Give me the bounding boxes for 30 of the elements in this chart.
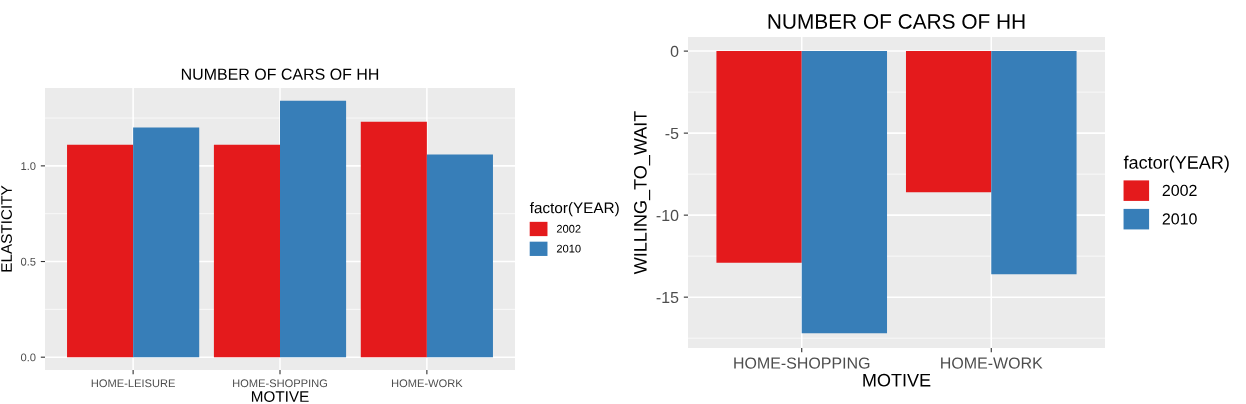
x-tick-label: HOME-WORK — [941, 357, 1043, 369]
y-tick-label: 0.0 — [20, 353, 36, 362]
bar — [280, 100, 347, 358]
y-tick-label: 0.5 — [20, 257, 36, 266]
x-tick-label: HOME-LEISURE — [91, 379, 175, 388]
bar — [67, 144, 134, 358]
bar — [133, 127, 200, 358]
legend-label: 2010 — [1162, 213, 1197, 225]
x-axis-title: MOTIVE — [251, 391, 309, 402]
legend-label: 2010 — [556, 244, 581, 253]
x-tick-label: HOME-SHOPPING — [734, 357, 870, 369]
x-tick-label: HOME-WORK — [391, 379, 463, 388]
y-tick-label: -15 — [656, 291, 679, 304]
y-tick-label: -5 — [665, 127, 679, 140]
legend-title: factor(YEAR) — [529, 202, 619, 217]
x-tick-label: HOME-SHOPPING — [233, 379, 328, 388]
legend-label: 2002 — [556, 224, 581, 233]
y-tick-label: 1.0 — [21, 162, 36, 170]
x-axis-title: MOTIVE — [863, 373, 931, 387]
bar — [426, 154, 493, 358]
y-axis-title: WILLING_TO_WAIT — [633, 111, 651, 275]
chart-title: NUMBER OF CARS OF HH — [768, 14, 1025, 29]
legend-title: factor(YEAR) — [1123, 155, 1229, 173]
y-tick-label: -10 — [656, 209, 679, 222]
legend-label: 2002 — [1162, 184, 1197, 197]
y-tick-label: 0 — [670, 45, 679, 58]
chart-title: NUMBER OF CARS OF HH — [181, 68, 379, 80]
y-axis-title: ELASTICITY — [1, 185, 12, 272]
bar — [213, 144, 280, 358]
bar — [360, 121, 427, 358]
